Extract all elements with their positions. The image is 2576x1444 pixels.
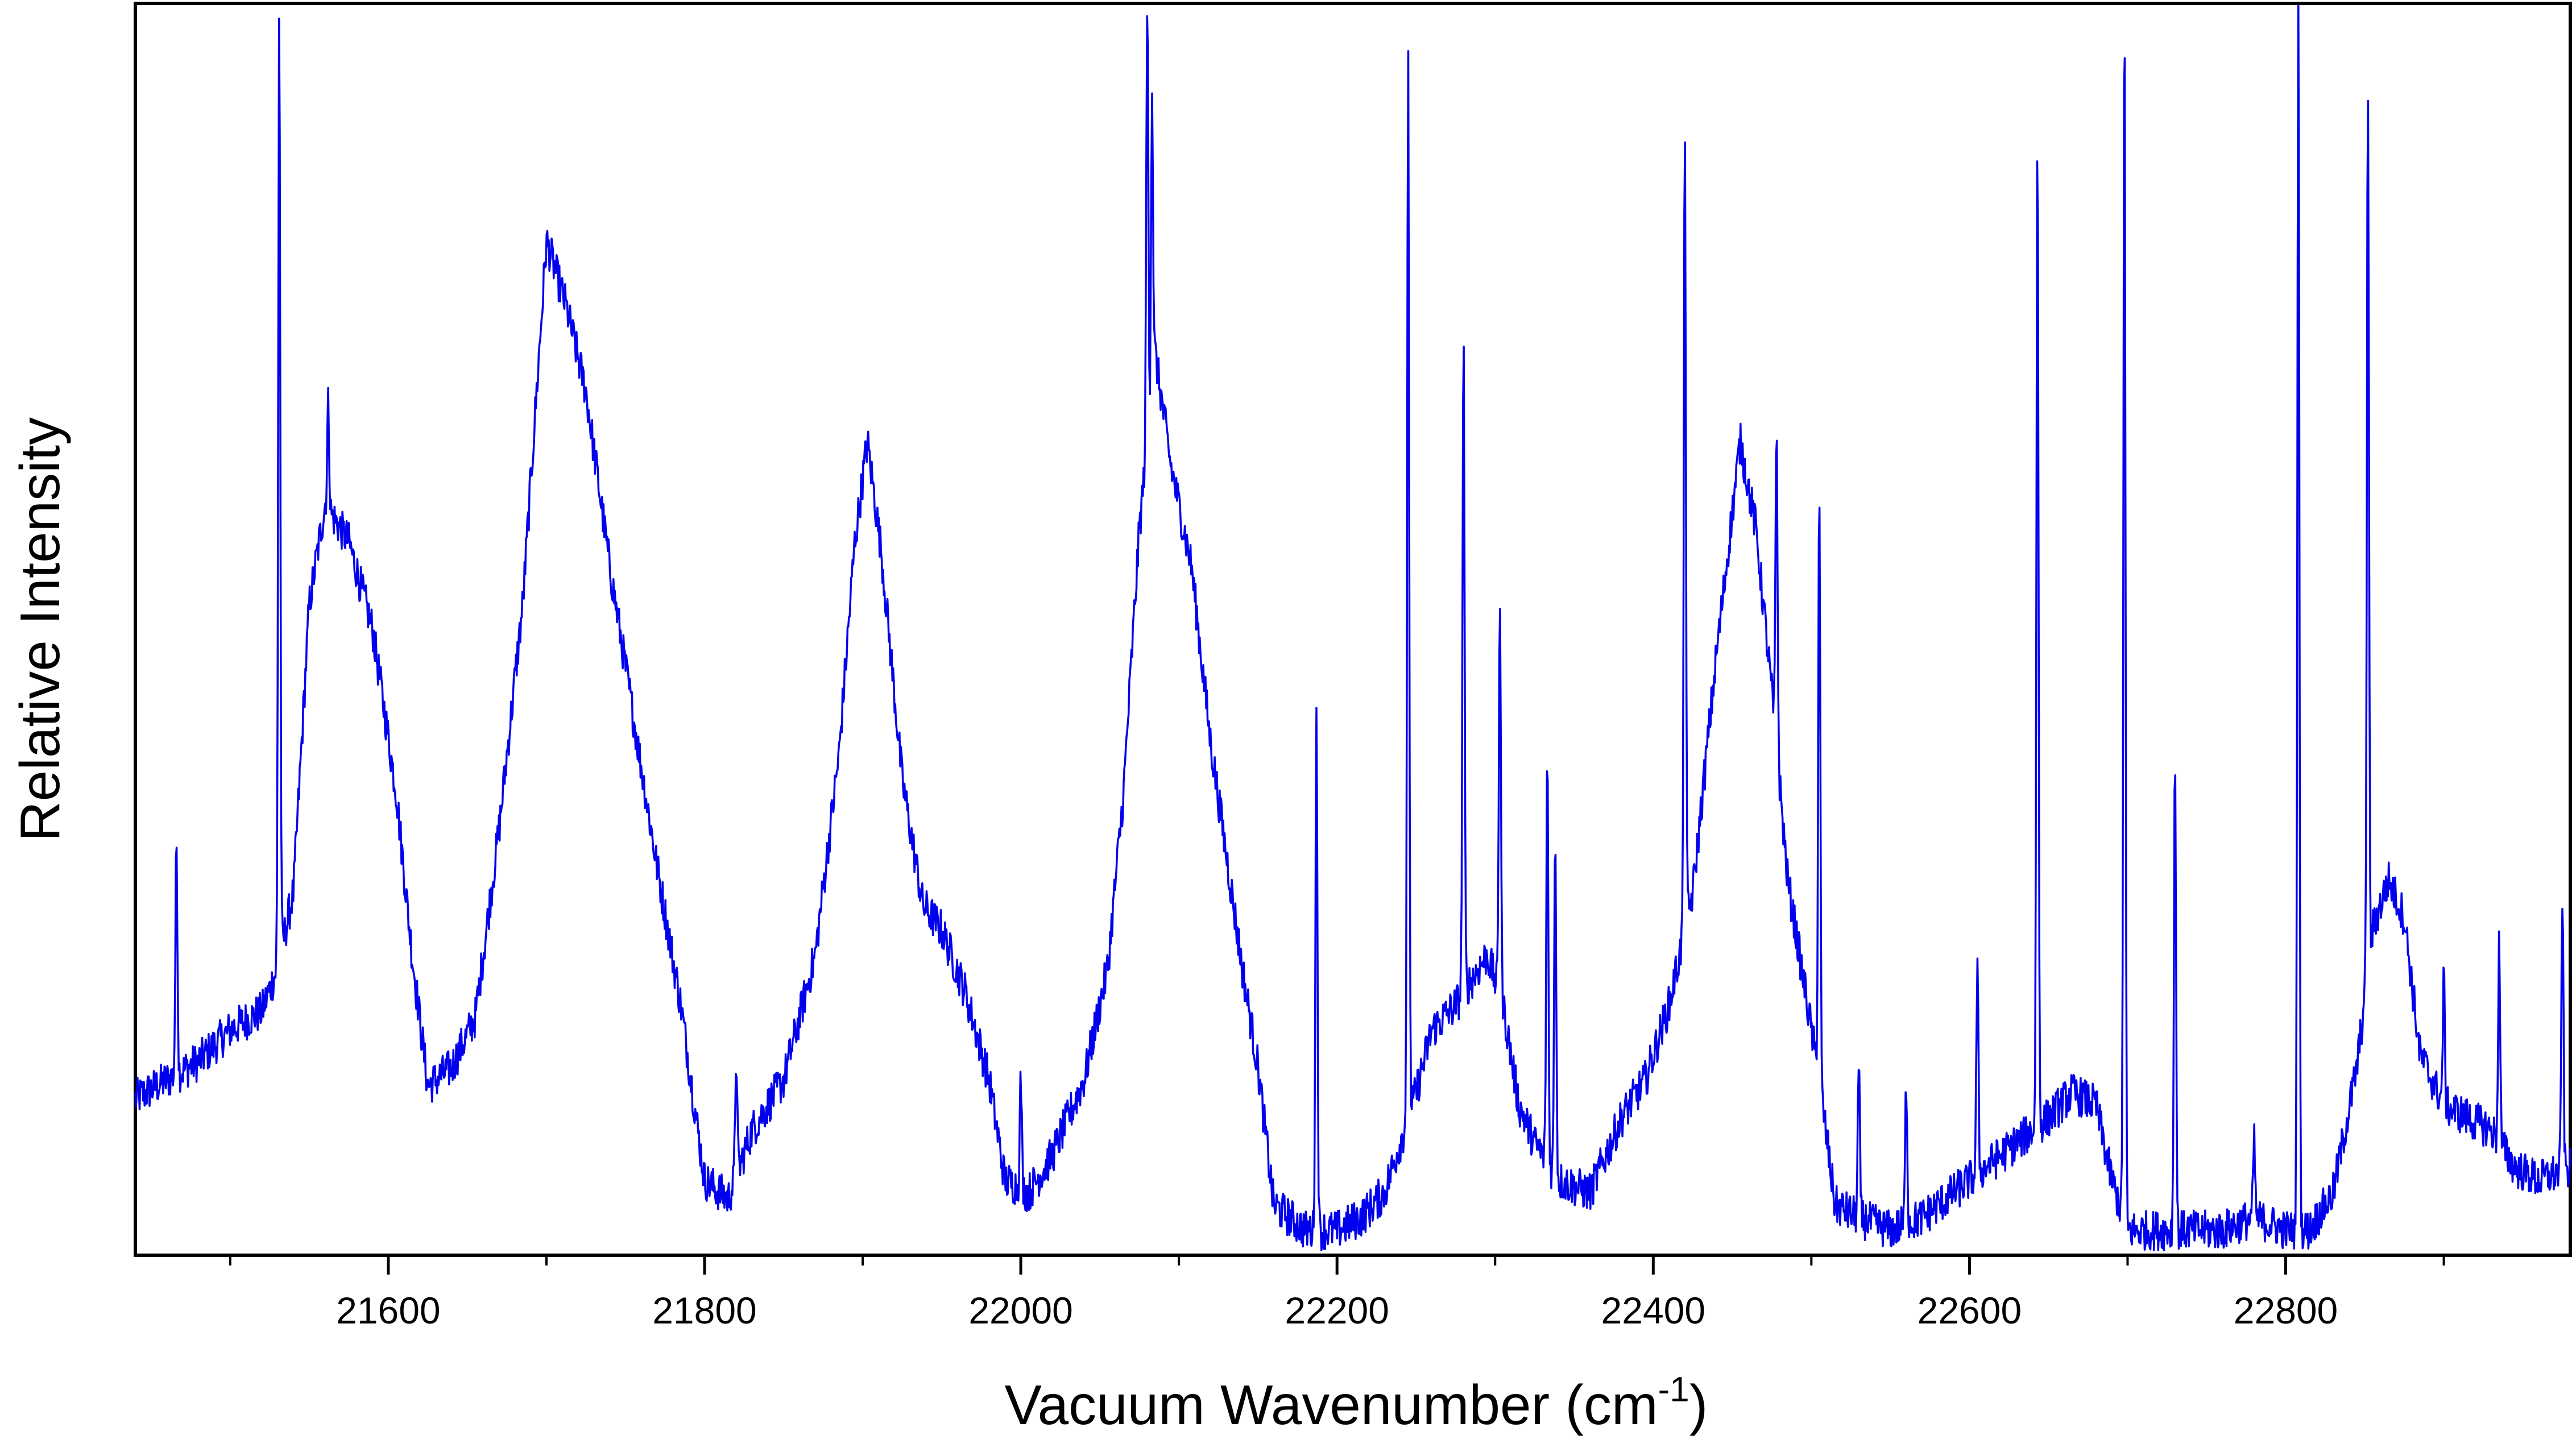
x-axis-title-superscript: -1 bbox=[1658, 1370, 1689, 1409]
y-axis-title: Relative Intensity bbox=[9, 417, 71, 841]
x-tick-labels: 21600 21800 22000 22200 22400 22600 22800 bbox=[336, 1289, 2338, 1331]
x-ticks bbox=[229, 1255, 2445, 1275]
x-tick-label: 22200 bbox=[1285, 1289, 1389, 1331]
series-line bbox=[134, 4, 2571, 1251]
x-tick-label: 21800 bbox=[652, 1289, 757, 1331]
x-tick-label: 22600 bbox=[1917, 1289, 2022, 1331]
x-tick-label: 21600 bbox=[336, 1289, 441, 1331]
x-tick-label: 22000 bbox=[968, 1289, 1073, 1331]
x-tick-label: 22800 bbox=[2234, 1289, 2338, 1331]
x-axis-title-close: ) bbox=[1689, 1374, 1708, 1436]
x-axis-title: Vacuum Wavenumber (cm-1) bbox=[1005, 1370, 1708, 1436]
x-axis-title-main: Vacuum Wavenumber (cm bbox=[1005, 1374, 1658, 1436]
x-tick-label: 22400 bbox=[1601, 1289, 1706, 1331]
plot-frame bbox=[134, 2, 2572, 1257]
